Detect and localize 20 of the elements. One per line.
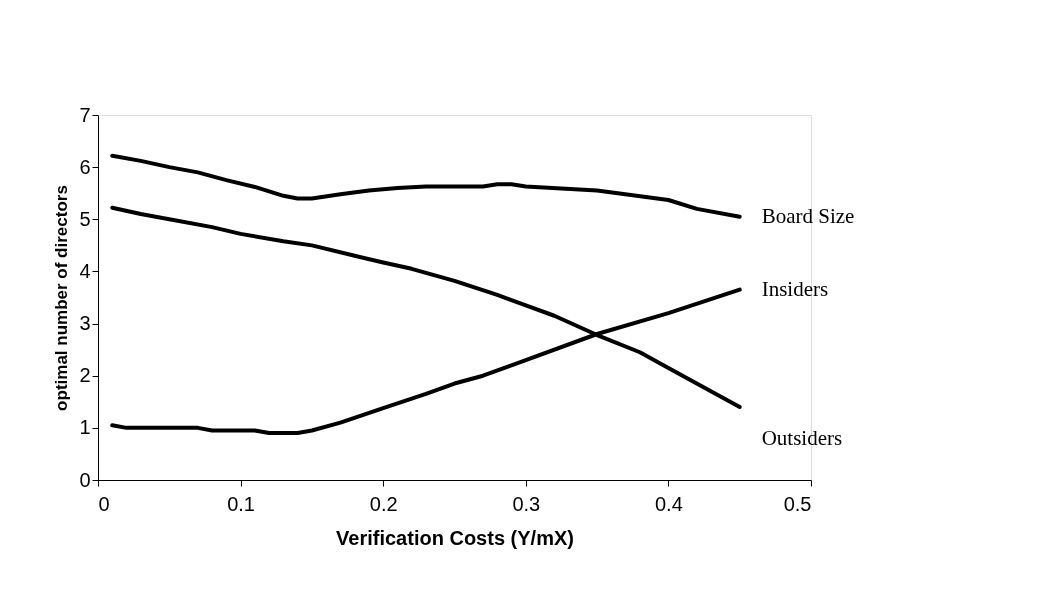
series-label: Insiders [761, 276, 829, 301]
y-tick-label: 1 [79, 416, 91, 439]
y-tick-label: 6 [79, 155, 91, 178]
x-tick-label: 0.2 [369, 492, 398, 515]
y-tick-label: 7 [79, 103, 91, 126]
y-tick-label: 4 [79, 259, 91, 282]
y-axis-title: optimal number of directors [52, 185, 72, 411]
y-tick-label: 2 [79, 364, 91, 387]
x-axis-title: Verification Costs (Y/mX) [336, 526, 574, 549]
x-tick-label: 0 [98, 492, 110, 515]
x-tick-label: 0.3 [512, 492, 541, 515]
line-series [110, 153, 742, 219]
x-tick-label: 0.4 [654, 492, 683, 515]
x-tick-label: 0.5 [783, 492, 812, 515]
y-tick-label: 3 [79, 312, 91, 335]
series-label: Board Size [761, 203, 855, 228]
x-tick-label: 0.1 [227, 492, 256, 515]
y-tick-label: 5 [79, 207, 91, 230]
y-tick-label: 0 [79, 468, 91, 491]
series-label: Outsiders [761, 426, 843, 450]
